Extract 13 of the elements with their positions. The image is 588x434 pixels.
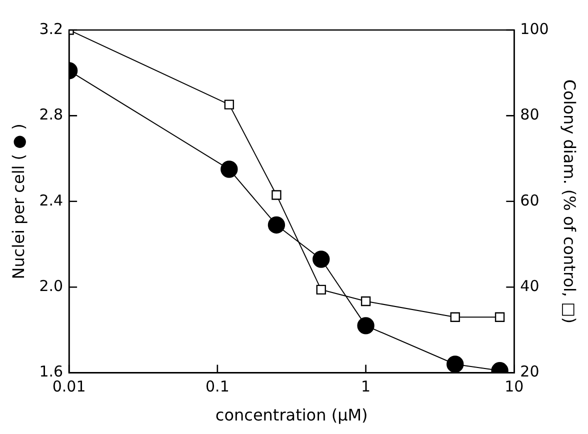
x-tick-label: 0.1	[205, 378, 230, 396]
y-tick-label: 2.4	[39, 191, 64, 210]
y2-tick-label: 100	[520, 20, 549, 38]
y2-tick-label: 60	[520, 191, 540, 210]
y-axis-title: Nuclei per cell ( ● )	[8, 124, 28, 280]
y2-axis-title: Colony diam. (% of control, □)	[560, 79, 580, 324]
x-axis-title: concentration (μM)	[215, 406, 368, 425]
y2-tick-label: 80	[520, 106, 540, 124]
y-tick-label: 3.2	[39, 20, 64, 38]
x-tick-label: 1	[361, 378, 371, 396]
y-tick-label: 2.0	[39, 276, 64, 295]
y2-tick-label: 40	[520, 276, 540, 295]
y-tick-label: 2.8	[39, 106, 64, 124]
